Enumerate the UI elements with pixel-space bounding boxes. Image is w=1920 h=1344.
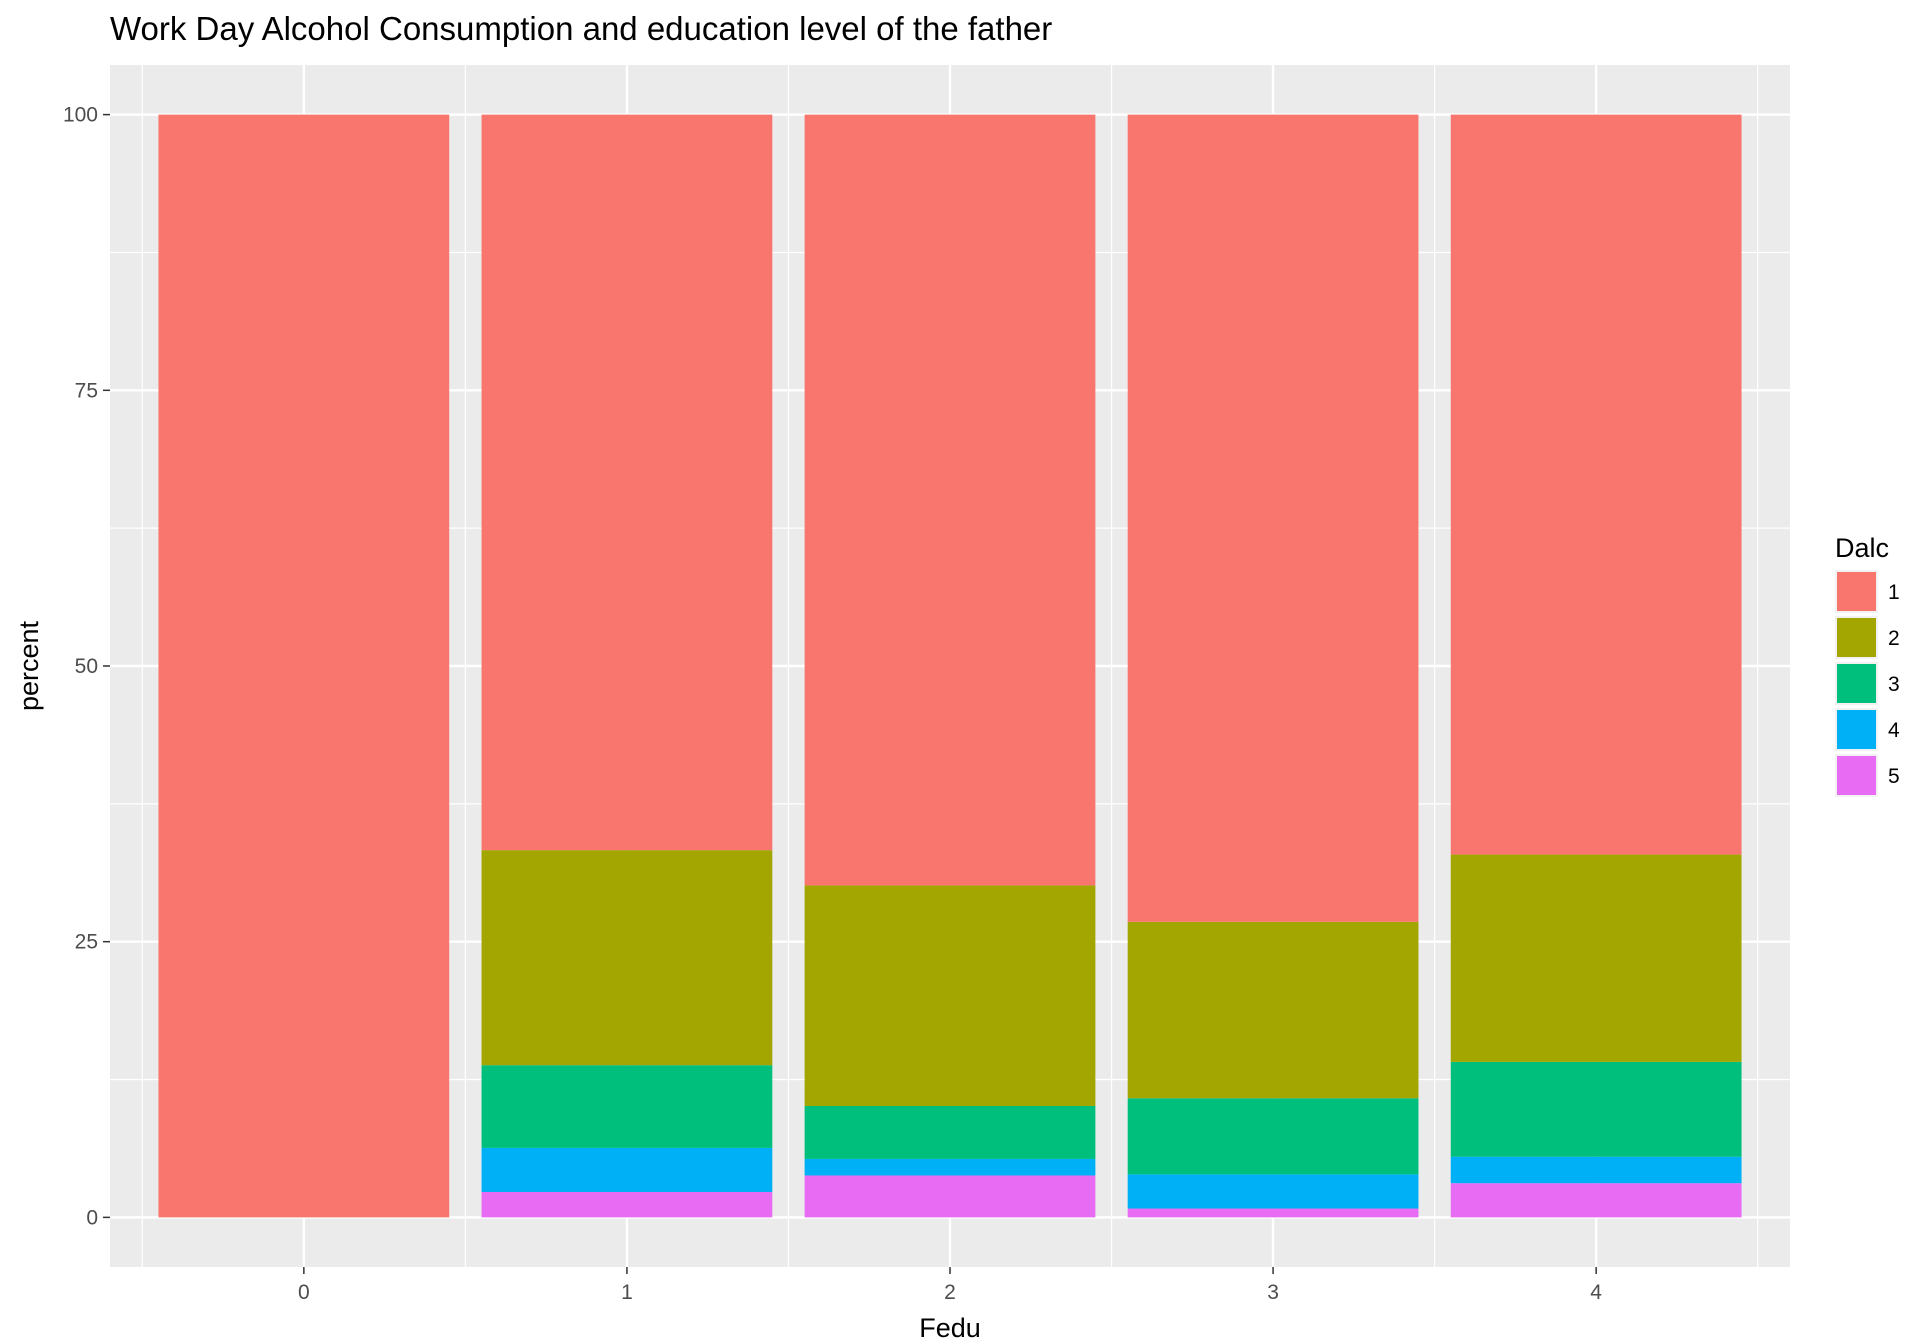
legend-label: 4 [1888, 719, 1900, 742]
legend-key-swatch [1837, 618, 1876, 657]
legend-key-swatch [1837, 756, 1876, 795]
bar-segment-fedu-1-dalc-5 [481, 1192, 773, 1218]
bar-segment-fedu-3-dalc-4 [1127, 1174, 1419, 1209]
bar-segment-fedu-4-dalc-1 [1450, 114, 1742, 855]
legend-key-swatch [1837, 710, 1876, 749]
bar-segment-fedu-3-dalc-5 [1127, 1208, 1419, 1218]
x-axis-title: Fedu [919, 1313, 981, 1343]
bar-segment-fedu-2-dalc-4 [804, 1158, 1096, 1176]
legend: Dalc 1 2 3 4 5 [1835, 533, 1900, 797]
bars [158, 114, 1742, 1218]
bar-segment-fedu-4-dalc-4 [1450, 1156, 1742, 1184]
bar-segment-fedu-2-dalc-2 [804, 885, 1096, 1106]
bar-segment-fedu-1-dalc-3 [481, 1065, 773, 1148]
bar-segment-fedu-0-dalc-1 [158, 114, 450, 1218]
legend-label: 5 [1888, 765, 1900, 788]
x-tick-label: 3 [1267, 1281, 1279, 1304]
y-tick-label: 50 [75, 655, 98, 678]
x-tick-label: 2 [944, 1281, 956, 1304]
legend-label: 3 [1888, 673, 1900, 696]
legend-key-swatch [1837, 572, 1876, 611]
x-tick-label: 0 [298, 1281, 310, 1304]
bar-segment-fedu-3-dalc-1 [1127, 114, 1419, 922]
legend-label: 1 [1888, 581, 1900, 604]
bar-segment-fedu-1-dalc-1 [481, 114, 773, 851]
x-axis: 0 1 2 3 4 [298, 1267, 1602, 1304]
bar-segment-fedu-4-dalc-3 [1450, 1061, 1742, 1157]
legend-key-swatch [1837, 664, 1876, 703]
y-axis: 0 25 50 75 100 [63, 104, 110, 1229]
legend-label: 2 [1888, 627, 1900, 650]
bar-segment-fedu-2-dalc-3 [804, 1105, 1096, 1159]
bar-segment-fedu-3-dalc-2 [1127, 921, 1419, 1099]
y-axis-title: percent [14, 620, 44, 711]
legend-title: Dalc [1835, 533, 1889, 563]
bar-segment-fedu-3-dalc-3 [1127, 1098, 1419, 1175]
y-tick-label: 75 [75, 379, 98, 402]
y-tick-label: 0 [86, 1206, 98, 1229]
y-tick-label: 25 [75, 931, 98, 954]
bar-segment-fedu-4-dalc-2 [1450, 854, 1742, 1062]
chart-title: Work Day Alcohol Consumption and educati… [110, 10, 1052, 47]
bar-segment-fedu-2-dalc-5 [804, 1175, 1096, 1218]
bar-segment-fedu-2-dalc-1 [804, 114, 1096, 886]
x-tick-label: 1 [621, 1281, 633, 1304]
y-tick-label: 100 [63, 104, 98, 127]
x-tick-label: 4 [1590, 1281, 1602, 1304]
bar-segment-fedu-1-dalc-2 [481, 850, 773, 1066]
bar-segment-fedu-4-dalc-5 [1450, 1183, 1742, 1218]
bar-segment-fedu-1-dalc-4 [481, 1147, 773, 1193]
